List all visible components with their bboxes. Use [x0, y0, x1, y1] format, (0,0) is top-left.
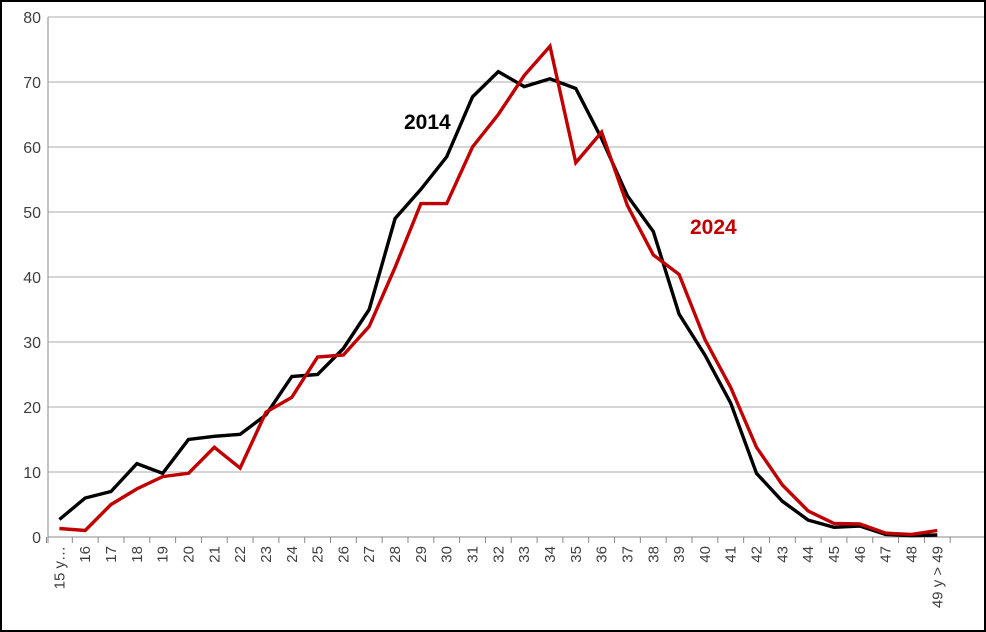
x-axis-category-label: 49 y > 49 — [929, 546, 946, 608]
x-axis-category-label: 26 — [335, 546, 352, 563]
y-axis-tick-label: 20 — [23, 400, 41, 417]
x-axis-category-label: 44 — [800, 546, 817, 563]
x-axis-category-label: 47 — [878, 546, 895, 563]
x-axis-category-label: 15 y… — [51, 546, 68, 589]
x-axis-category-label: 40 — [697, 546, 714, 563]
y-axis-tick-label: 10 — [23, 465, 41, 482]
x-axis-category-label: 37 — [619, 546, 636, 563]
x-axis-category-label: 25 — [310, 546, 327, 563]
x-axis-category-label: 38 — [645, 546, 662, 563]
x-axis-category-label: 18 — [129, 546, 146, 563]
series-line-2024 — [59, 42, 938, 537]
x-axis-category-label: 48 — [903, 546, 920, 563]
x-axis-category-label: 23 — [258, 546, 275, 563]
x-axis-category-label: 29 — [413, 546, 430, 563]
x-axis-category-label: 43 — [774, 546, 791, 563]
series-annotation-2024: 2024 — [690, 216, 737, 239]
x-axis-category-label: 35 — [568, 546, 585, 563]
y-axis-tick-label: 50 — [23, 205, 41, 222]
x-axis-category-label: 31 — [465, 546, 482, 563]
x-axis-category-label: 45 — [826, 546, 843, 563]
y-axis-tick-label: 0 — [32, 530, 41, 547]
x-axis-category-label: 27 — [361, 546, 378, 563]
y-axis-tick-label: 60 — [23, 140, 41, 157]
x-axis-category-label: 36 — [594, 546, 611, 563]
y-axis-tick-label: 70 — [23, 75, 41, 92]
series-annotation-2014: 2014 — [404, 111, 451, 134]
series-line-2014 — [58, 69, 938, 538]
chart-render-root: 0 10 20 30 40 50 60 70 80 15 y… 16 17 18 19 20 21 22 23 24… — [23, 10, 984, 608]
x-axis-category-label: 32 — [490, 546, 507, 563]
x-axis-category-label: 17 — [103, 546, 120, 563]
y-axis-tick-label: 30 — [23, 335, 41, 352]
x-axis-category-label: 30 — [439, 546, 456, 563]
x-axis-category-label: 24 — [284, 546, 301, 563]
x-axis-category-label: 34 — [542, 546, 559, 563]
x-axis-category-label: 19 — [155, 546, 172, 563]
x-axis-category-label: 28 — [387, 546, 404, 563]
x-axis-category-label: 16 — [77, 546, 94, 563]
x-axis-category-label: 46 — [852, 546, 869, 563]
x-axis-category-label: 41 — [723, 546, 740, 563]
x-axis-category-label: 39 — [671, 546, 688, 563]
y-axis-tick-label: 80 — [23, 10, 41, 27]
x-axis-category-label: 42 — [749, 546, 766, 563]
x-axis-category-label: 21 — [206, 546, 223, 563]
x-axis-category-label: 33 — [516, 546, 533, 563]
x-axis-category-label: 22 — [232, 546, 249, 563]
y-axis-tick-label: 40 — [23, 270, 41, 287]
x-axis-category-label: 20 — [181, 546, 198, 563]
